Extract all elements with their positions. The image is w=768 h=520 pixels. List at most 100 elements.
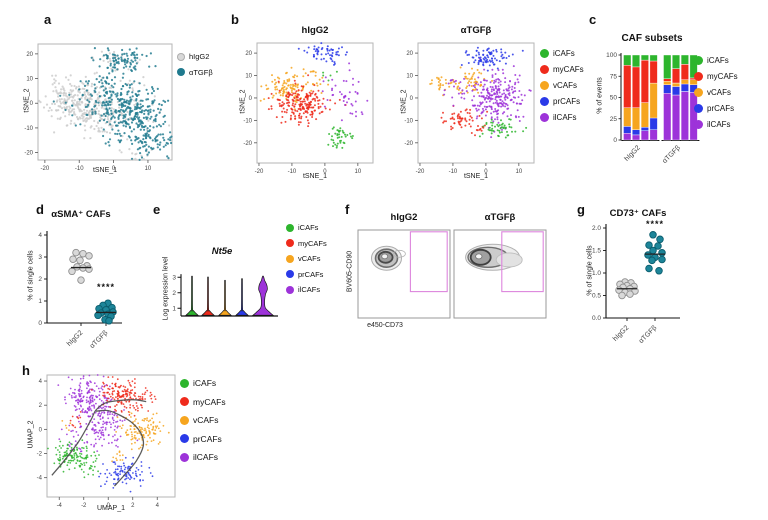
legend-item-prCAFs: prCAFs xyxy=(694,100,738,116)
legend-item-vCAFs: vCAFs xyxy=(286,251,327,267)
legend-dot-icon xyxy=(286,254,294,263)
panel-b2-ylabel: tSNE_2 xyxy=(400,89,408,114)
svg-text:10: 10 xyxy=(406,74,413,80)
svg-text:0.0: 0.0 xyxy=(592,315,601,322)
svg-text:-10: -10 xyxy=(404,118,413,124)
legend-label: hIgG2 xyxy=(189,52,210,62)
svg-text:10: 10 xyxy=(245,74,252,80)
legend-item-myCAFs: myCAFs xyxy=(180,393,226,412)
legend-label: vCAFs xyxy=(193,415,219,426)
panel-g-ylabel: % of single cells xyxy=(586,245,594,296)
svg-text:3: 3 xyxy=(38,254,42,261)
legend-dot-icon xyxy=(540,96,549,106)
panel-h-label: h xyxy=(22,363,30,378)
panel-b-legend: iCAFs myCAFs vCAFs prCAFs ilCAFs xyxy=(540,45,584,125)
svg-text:-2: -2 xyxy=(37,452,43,458)
panel-a-ylabel: tSNE_2 xyxy=(23,88,31,113)
svg-text:2: 2 xyxy=(172,290,176,297)
legend-item-iCAFs: iCAFs xyxy=(540,45,584,61)
svg-text:4: 4 xyxy=(156,503,160,509)
legend-dot-icon xyxy=(694,71,703,81)
legend-dot-icon xyxy=(286,239,294,248)
svg-text:αTGFβ: αTGFβ xyxy=(661,144,682,165)
legend-label: prCAFs xyxy=(298,269,324,279)
panel-e-legend: iCAFs myCAFs vCAFs prCAFs ilCAFs xyxy=(286,220,327,298)
svg-text:4: 4 xyxy=(39,379,43,385)
legend-dot-icon xyxy=(694,55,703,65)
svg-text:100: 100 xyxy=(606,52,617,59)
legend-label: myCAFs xyxy=(707,71,738,81)
svg-text:hIgG2: hIgG2 xyxy=(66,329,85,348)
legend-item-myCAFs: myCAFs xyxy=(286,236,327,252)
svg-text:-20: -20 xyxy=(24,151,33,157)
svg-text:hIgG2: hIgG2 xyxy=(623,144,642,163)
svg-text:-4: -4 xyxy=(37,476,43,482)
legend-dot-icon xyxy=(540,112,549,122)
legend-item-myCAFs: myCAFs xyxy=(694,68,738,84)
panel-e-ylabel: Log expression level xyxy=(162,256,170,321)
legend-dot-icon xyxy=(540,80,549,90)
svg-text:25: 25 xyxy=(610,116,618,123)
legend-label: iCAFs xyxy=(298,223,319,233)
legend-label: ilCAFs xyxy=(298,285,321,295)
panel-b-subplot2-title: αTGFβ xyxy=(460,25,492,36)
legend-label: vCAFs xyxy=(553,80,577,90)
svg-text:-10: -10 xyxy=(243,118,252,124)
svg-text:-2: -2 xyxy=(81,503,87,509)
legend-dot-icon xyxy=(180,378,189,388)
svg-text:-10: -10 xyxy=(24,126,33,132)
legend-label: prCAFs xyxy=(707,103,735,113)
legend-label: ilCAFs xyxy=(553,112,577,122)
legend-item-iCAFs: iCAFs xyxy=(694,52,738,68)
legend-dot-icon xyxy=(180,415,189,425)
svg-text:0: 0 xyxy=(249,96,253,102)
legend-item-iCAFs: iCAFs xyxy=(180,374,226,393)
panel-f-subplot1-title: hIgG2 xyxy=(390,212,418,223)
svg-text:2: 2 xyxy=(39,403,43,409)
svg-text:αTGFβ: αTGFβ xyxy=(89,329,110,350)
svg-text:1: 1 xyxy=(172,305,176,312)
legend-item-hIgG2: hIgG2 xyxy=(177,49,213,65)
legend-item-iCAFs: iCAFs xyxy=(286,220,327,236)
legend-item-TGF: αTGFβ xyxy=(177,65,213,81)
legend-label: iCAFs xyxy=(707,55,729,65)
legend-label: vCAFs xyxy=(707,87,731,97)
panel-d-significance: **** xyxy=(96,282,115,292)
svg-text:-10: -10 xyxy=(449,169,458,175)
legend-dot-icon xyxy=(286,223,294,232)
legend-item-ilCAFs: ilCAFs xyxy=(180,448,226,467)
legend-dot-icon xyxy=(540,64,549,74)
legend-label: iCAFs xyxy=(553,48,575,58)
legend-item-myCAFs: myCAFs xyxy=(540,61,584,77)
legend-label: iCAFs xyxy=(193,378,217,389)
legend-dot-icon xyxy=(177,68,185,77)
legend-dot-icon xyxy=(694,119,703,129)
svg-text:0: 0 xyxy=(410,96,414,102)
svg-text:1.5: 1.5 xyxy=(592,248,601,255)
svg-text:-20: -20 xyxy=(243,141,252,147)
panel-f-subplot2-title: αTGFβ xyxy=(484,212,516,223)
panel-b-subplot1-title: hIgG2 xyxy=(301,25,329,36)
panel-g-label: g xyxy=(577,202,585,217)
panel-b2-xlabel: tSNE_1 xyxy=(463,173,489,180)
svg-text:0: 0 xyxy=(613,137,617,144)
legend-item-prCAFs: prCAFs xyxy=(286,267,327,283)
legend-label: ilCAFs xyxy=(193,452,219,463)
svg-text:10: 10 xyxy=(26,77,33,83)
legend-item-ilCAFs: ilCAFs xyxy=(540,109,584,125)
panel-c-legend: iCAFs myCAFs vCAFs prCAFs ilCAFs xyxy=(694,52,738,132)
svg-text:20: 20 xyxy=(245,51,252,57)
panel-g-title: CD73⁺ CAFs xyxy=(609,208,667,219)
svg-text:0.5: 0.5 xyxy=(592,293,601,300)
legend-item-ilCAFs: ilCAFs xyxy=(286,282,327,298)
panel-d-label: d xyxy=(36,202,44,217)
svg-text:0: 0 xyxy=(38,320,42,327)
svg-text:αTGFβ: αTGFβ xyxy=(638,324,659,345)
legend-item-prCAFs: prCAFs xyxy=(180,430,226,449)
panel-c-title: CAF subsets xyxy=(621,33,683,44)
panel-f-xlabel: e450-CD73 xyxy=(367,322,403,329)
legend-label: myCAFs xyxy=(553,64,584,74)
panel-d-ylabel: % of single cells xyxy=(27,250,35,301)
legend-label: vCAFs xyxy=(298,254,321,264)
